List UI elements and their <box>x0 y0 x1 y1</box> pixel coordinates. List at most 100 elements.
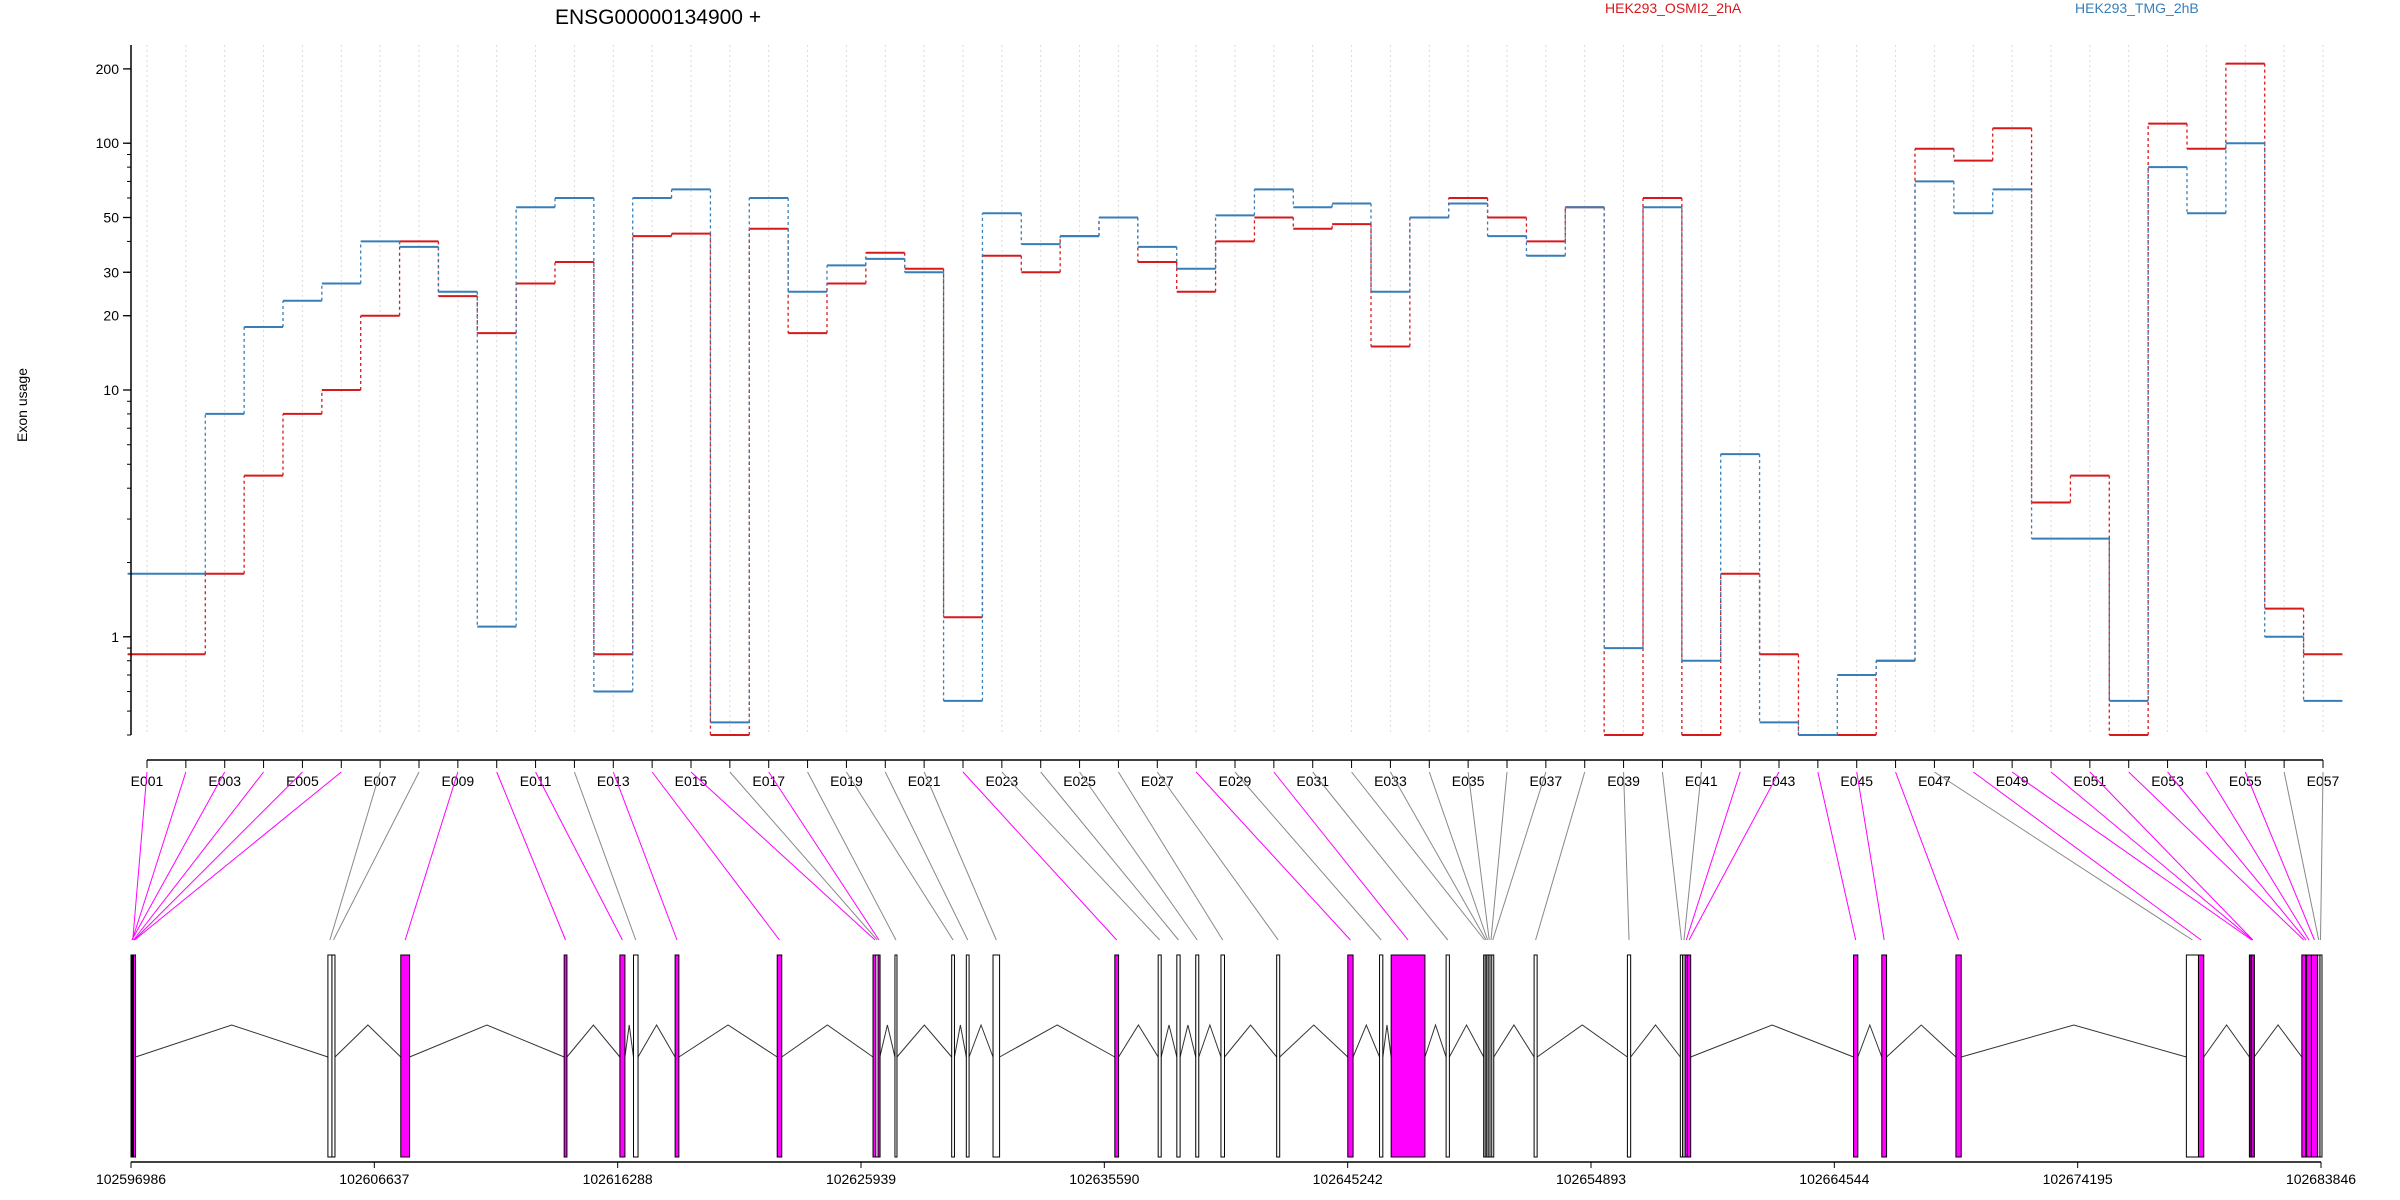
intron <box>624 1024 634 1058</box>
x-tick-label: E053 <box>2151 773 2184 789</box>
exon-box <box>951 954 955 1158</box>
exon-box <box>1686 954 1692 1158</box>
exon-connector <box>1428 771 1489 941</box>
legend-series-1: HEK293_OSMI2_2hA <box>1605 0 1742 16</box>
exon-connector <box>1156 771 1279 941</box>
x-tick-label: E005 <box>286 773 319 789</box>
coordinate-label: 102683846 <box>2286 1171 2356 1187</box>
exon-box <box>1114 954 1120 1158</box>
exon-connector <box>1351 771 1485 941</box>
y-tick-label: 10 <box>103 382 119 398</box>
exon-connector <box>1856 771 1885 941</box>
coordinate-label: 102654893 <box>1556 1171 1626 1187</box>
intron <box>1224 1024 1278 1058</box>
coordinate-label: 102606637 <box>339 1171 409 1187</box>
exon-connector <box>2050 771 2253 941</box>
exon-box <box>1220 954 1225 1158</box>
exon-box <box>965 954 970 1158</box>
exon-connector <box>2244 771 2315 941</box>
intron <box>334 1024 402 1058</box>
intron <box>1493 1024 1535 1058</box>
intron <box>1886 1024 1957 1058</box>
intron <box>781 1024 874 1058</box>
coordinate-label: 102625939 <box>826 1171 896 1187</box>
exon-connector <box>2011 771 2253 941</box>
x-tick-label: E037 <box>1530 773 1563 789</box>
x-tick-label: E021 <box>908 773 941 789</box>
x-tick-label: E029 <box>1219 773 1252 789</box>
x-tick-label: E043 <box>1763 773 1796 789</box>
exon-connector <box>404 771 459 941</box>
x-axis: E001 E003 E005 E007 E009 E011 E013 E015 E017 E019… <box>131 759 2340 789</box>
genomic-coordinate-axis: 102596986 102606637 102616288 102625939 1026… <box>96 1161 2356 1187</box>
exon-box <box>2306 954 2312 1158</box>
intron <box>1857 1023 1883 1058</box>
exon-connector <box>2283 771 2320 941</box>
y-tick-label: 20 <box>103 308 119 324</box>
exon-box <box>400 954 411 1158</box>
legend-series-2: HEK293_TMG_2hB <box>2075 0 2199 16</box>
intron <box>1352 1023 1381 1058</box>
intron <box>1961 1024 2187 1058</box>
exon-connector <box>1972 771 2202 941</box>
exon-box <box>1491 954 1495 1158</box>
exon-box <box>1379 954 1384 1158</box>
x-tick-label: E007 <box>364 773 397 789</box>
coordinate-label: 102635590 <box>1069 1171 1139 1187</box>
coordinate-label: 102674195 <box>2043 1171 2113 1187</box>
x-tick-label: E035 <box>1452 773 1485 789</box>
exon-box <box>2310 954 2318 1158</box>
intron <box>678 1024 778 1058</box>
x-tick-label: E003 <box>208 773 241 789</box>
exon-connector <box>1312 771 1449 941</box>
exon-connector <box>1389 771 1487 941</box>
exon-box <box>992 954 1001 1158</box>
exon-box <box>1276 954 1281 1158</box>
intron <box>1279 1024 1349 1058</box>
intron <box>2253 1024 2303 1058</box>
exon-box <box>1176 954 1181 1158</box>
intron <box>1690 1024 1854 1058</box>
intron <box>1160 1024 1178 1058</box>
exon-box <box>133 954 137 1158</box>
exon-box <box>619 954 626 1158</box>
exon-connector <box>1490 771 1508 941</box>
gene-model <box>130 954 2323 1158</box>
x-tick-label: E001 <box>131 773 164 789</box>
exon-connector <box>1535 771 1586 941</box>
exon-connector <box>884 771 969 941</box>
exon-box <box>1390 954 1426 1158</box>
y-axis-label: Exon usage <box>14 368 30 442</box>
exon-connector <box>131 771 226 941</box>
exon-connector <box>690 771 876 941</box>
exon-connector <box>1623 771 1630 941</box>
intron <box>1118 1024 1159 1058</box>
exon-box-neutral <box>2316 954 2321 1158</box>
exon-connector <box>1817 771 1857 941</box>
chart-title: ENSG00000134900 + <box>555 6 761 29</box>
exon-connector <box>1661 771 1682 941</box>
coordinate-label: 102616288 <box>583 1171 653 1187</box>
exon-connector <box>133 771 264 941</box>
intron <box>879 1024 896 1058</box>
y-tick-label: 30 <box>103 264 119 280</box>
exon-connector <box>1683 771 1702 941</box>
exon-box <box>1955 954 1962 1158</box>
plot-series <box>127 62 2343 736</box>
intron <box>896 1024 953 1058</box>
intron <box>2203 1024 2250 1058</box>
exon-box <box>1626 954 1632 1158</box>
y-tick-label: 50 <box>103 210 119 226</box>
x-tick-label: E027 <box>1141 773 1174 789</box>
intron <box>999 1024 1116 1058</box>
exon-connector <box>2206 771 2310 941</box>
exon-connector <box>729 771 878 941</box>
exon-box <box>1881 954 1888 1158</box>
exon-connector <box>768 771 880 941</box>
exon-connector <box>1040 771 1179 941</box>
exon-box <box>2197 954 2205 1158</box>
exon-connector <box>535 771 623 941</box>
exon-connector <box>573 771 637 941</box>
exon-connector <box>807 771 897 941</box>
intron <box>135 1024 329 1058</box>
